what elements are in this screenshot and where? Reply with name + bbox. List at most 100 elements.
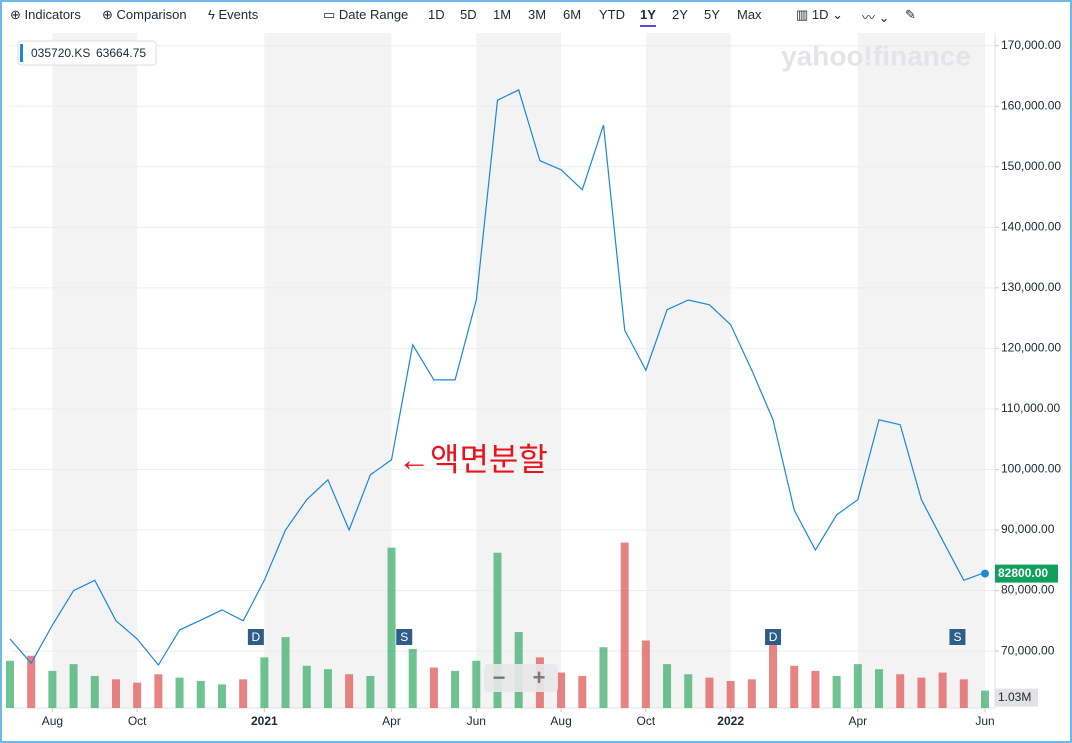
volume-bar [6,660,14,708]
y-tick-label: 130,000.00 [1001,280,1061,294]
volume-bar [599,647,608,708]
month-band [476,33,562,708]
y-tick-label: 80,000.00 [1001,583,1055,597]
volume-bar [769,643,778,708]
x-tick-label: Oct [637,714,656,728]
x-tick-label: Oct [128,714,147,728]
x-tick-label: Jun [975,714,994,728]
x-tick-label: 2021 [251,714,278,728]
events-button[interactable]: ϟ Events [208,7,259,22]
comparison-label[interactable]: Comparison [116,7,187,22]
volume-bar [111,679,120,708]
volume-bar [896,674,905,708]
event-marker [247,629,264,645]
volume-bar [302,665,311,708]
volume-bar [133,682,142,708]
date-range-button[interactable]: ▭ Date Range [323,7,409,22]
volume-bar [154,674,163,708]
event-marker [949,629,966,645]
chart-type-button[interactable]: 〰 ⌄ [862,10,890,25]
volume-bar [69,664,78,708]
event-label: D [769,630,778,644]
volume-bar [747,679,756,708]
x-tick-label: Aug [42,714,63,728]
volume-bar [48,670,57,708]
volume-bar [875,669,884,708]
volume-bar [217,684,226,708]
volume-bar [260,657,269,708]
y-tick-label: 120,000.00 [1001,341,1061,355]
range-button[interactable]: 5Y [704,7,720,22]
volume-bar [345,674,354,708]
volume-bar [408,648,417,708]
volume-bar [726,681,735,708]
date-range-label[interactable]: Date Range [338,7,409,22]
volume-bar [387,547,396,708]
volume-bar [196,681,205,708]
y-tick-label: 70,000.00 [1001,643,1055,657]
indicators-label[interactable]: Indicators [24,7,81,22]
indicators-button[interactable]: ⊕ Indicators [10,7,81,22]
annotation: ←액면분할 [398,441,548,477]
volume-bar [790,665,799,708]
volume-bar [90,675,99,708]
range-button[interactable]: 1Y [640,7,656,27]
volume-bar [853,664,862,708]
volume-bar [705,677,714,708]
volume-bar [366,675,375,708]
event-label: S [953,630,961,644]
volume-bar [663,664,672,708]
interval-button[interactable]: ▥ 1D ⌄ [796,7,844,22]
y-tick-label: 170,000.00 [1001,38,1061,52]
y-tick-label: 110,000.00 [1001,401,1060,415]
interval-label[interactable]: 1D [811,7,829,22]
zoom-out[interactable]: − [493,665,506,690]
volume-bar [981,690,989,708]
volume-bar [472,660,481,708]
volume-bar [239,679,248,708]
y-tick-label: 100,000.00 [1001,462,1061,476]
range-button[interactable]: Max [737,7,762,22]
draw-button[interactable]: ✎ [905,7,916,22]
event-marker [396,629,413,645]
last-price-label: 82800.00 [998,566,1048,580]
volume-label: 1.03M [998,690,1031,704]
y-tick-label: 150,000.00 [1001,159,1061,173]
range-button[interactable]: 6M [563,7,582,22]
event-label: D [252,630,261,644]
toolbar: ⊕ Indicators ⊕ Comparison ϟ Events ▭ Dat… [0,0,1068,30]
zoom-group [484,664,558,692]
x-tick-label: Apr [848,714,867,728]
range-button[interactable]: YTD [599,7,625,22]
last-price-box [995,564,1058,583]
y-tick-label: 160,000.00 [1001,98,1061,112]
range-button[interactable]: 5D [460,7,477,22]
legend-box [17,40,157,66]
legend-value: 63664.75 [96,46,146,60]
legend-swatch [20,44,23,62]
comparison-button[interactable]: ⊕ Comparison [102,7,187,22]
volume-bar [557,672,566,708]
range-button[interactable]: 2Y [672,7,688,22]
zoom-in[interactable]: + [533,665,546,690]
volume-bar [429,667,438,708]
event-label: S [400,630,408,644]
month-band [52,33,138,708]
volume-bar [832,675,841,708]
volume-bar [578,675,587,708]
volume-bar [175,677,184,708]
volume-bar [917,677,926,708]
range-button[interactable]: 3M [528,7,547,22]
volume-label-box [995,688,1038,707]
volume-bar [938,672,947,708]
y-tick-label: 140,000.00 [1001,219,1061,233]
volume-bar [451,670,460,708]
x-tick-label: 2022 [717,714,744,728]
range-button[interactable]: 1M [493,7,512,22]
range-button[interactable]: 1D [428,7,445,22]
watermark: yahoo!finance [781,40,971,71]
events-label[interactable]: Events [218,7,259,22]
